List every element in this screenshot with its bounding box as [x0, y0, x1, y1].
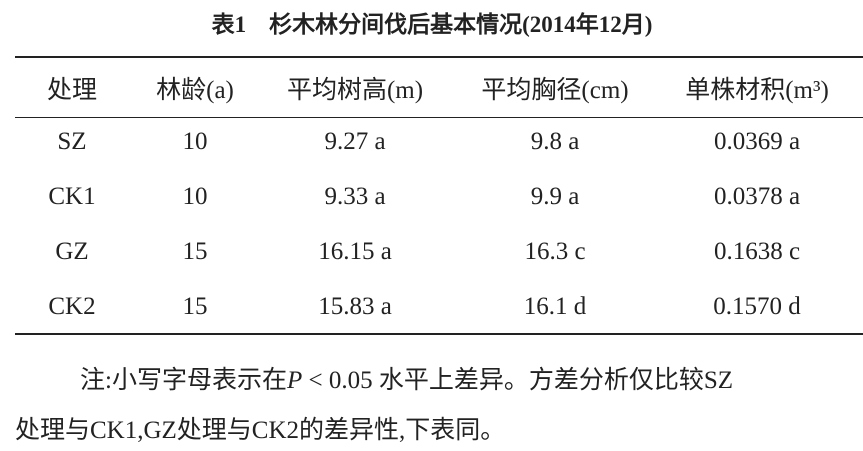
table-cell: 10	[182, 183, 208, 210]
header-cell: 平均胸径(cm)	[481, 77, 629, 104]
header-cell: 平均树高(m)	[286, 77, 424, 104]
table-cell: 9.9 a	[530, 183, 580, 210]
table-cell: CK1	[48, 183, 96, 210]
note-text: < 0.05 水平上差异。方差分析仅比较SZ	[302, 367, 734, 394]
table-cell: 15.83 a	[318, 293, 392, 320]
table-cell: 9.27 a	[324, 128, 386, 155]
table-cell: 15	[182, 238, 208, 265]
table-title: 表1 杉木林分间伐后基本情况(2014年12月)	[211, 12, 653, 37]
note-line: 处理与CK1,GZ处理与CK2的差异性,下表同。	[15, 410, 505, 446]
header-cell: 林龄(a)	[156, 77, 234, 104]
table-cell: 9.33 a	[324, 183, 386, 210]
table-cell: 15	[182, 293, 208, 320]
bottom-rule	[15, 333, 863, 335]
table-cell: 0.0378 a	[713, 183, 801, 210]
table-cell: 16.3 c	[524, 238, 586, 265]
note-text: 注:小写字母表示在	[80, 367, 287, 394]
table-cell: 0.0369 a	[713, 128, 801, 155]
table-cell: 0.1638 c	[713, 238, 801, 265]
table-cell: SZ	[57, 128, 87, 155]
table-cell: 0.1570 d	[713, 293, 801, 320]
table-cell: CK2	[48, 293, 96, 320]
table-cell: 16.1 d	[523, 293, 587, 320]
table-cell: 16.15 a	[318, 238, 392, 265]
header-cell: 单株材积(m³)	[685, 77, 829, 104]
top-rule	[15, 56, 863, 58]
header-rule	[15, 117, 863, 118]
note-line: 注:小写字母表示在P < 0.05 水平上差异。方差分析仅比较SZ	[80, 360, 733, 396]
header-cell: 处理	[46, 77, 98, 104]
note-text: P	[286, 367, 303, 394]
table-cell: GZ	[55, 238, 89, 265]
table-cell: 9.8 a	[530, 128, 580, 155]
table-cell: 10	[182, 128, 208, 155]
note-text: 处理与CK1,GZ处理与CK2的差异性,下表同。	[15, 417, 506, 444]
